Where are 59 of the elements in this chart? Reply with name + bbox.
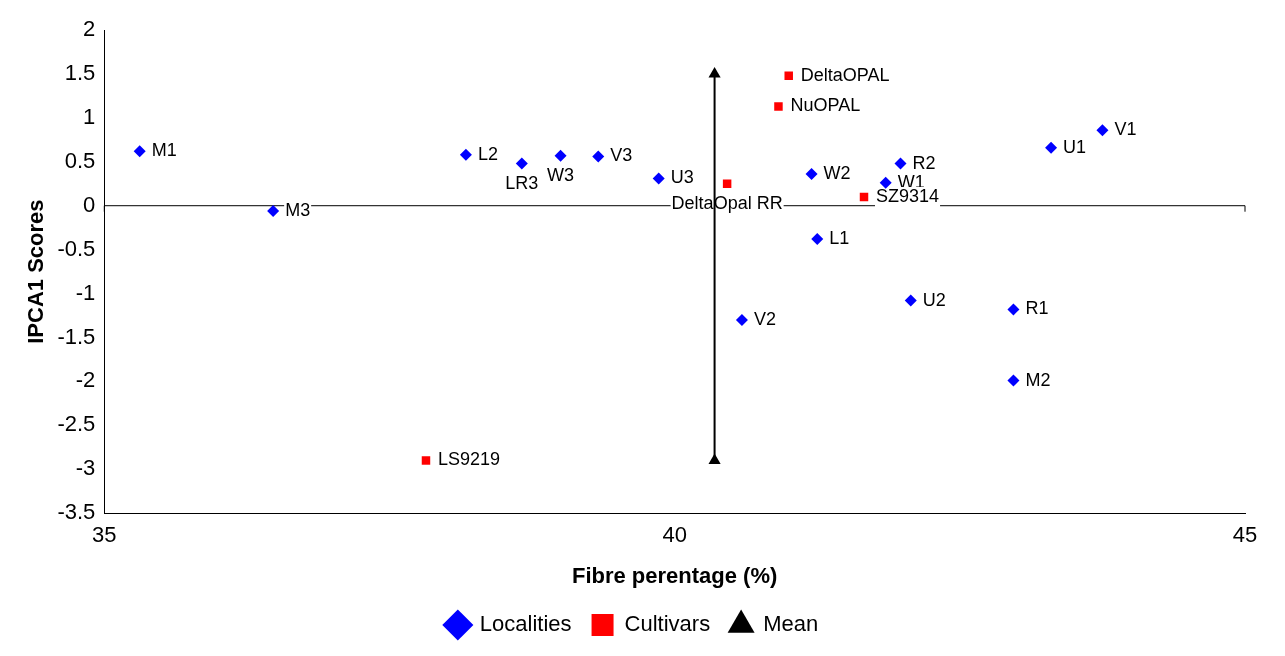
annotation: L1 [829,228,850,249]
annotation: M1 [151,140,177,161]
x-tick-label: 45 [1232,522,1258,548]
annotation: LR3 [505,172,539,193]
x-axis-title: Fibre perentage (%) [571,562,778,588]
annotation: NuOPAL [790,95,861,116]
y-tick-label: 1 [83,103,96,129]
point [735,313,748,326]
y-tick-label: 0.5 [64,147,96,173]
point [592,150,605,163]
y-tick-label: -1.5 [57,323,96,349]
point [133,145,146,158]
point [784,71,793,80]
point [1045,141,1058,154]
point [904,294,917,307]
point [267,204,280,217]
annotation: DeltaOPAL [800,64,890,85]
point [554,149,567,162]
y-tick-label: 2 [83,16,96,42]
point [894,157,907,170]
y-tick-label: -2.5 [57,411,96,437]
y-tick-label: -2 [75,367,96,393]
y-tick-label: 1.5 [64,59,96,85]
annotation: M2 [1025,369,1051,390]
annotation: V3 [610,145,633,166]
y-tick-label: -3 [75,455,96,481]
annotation: W2 [823,163,851,184]
point [652,172,665,185]
annotation: V2 [753,308,776,329]
annotation: R1 [1025,298,1049,319]
point [421,456,431,465]
y-axis-title: IPCA1 Scores [23,199,49,344]
legend-label: Mean [763,611,819,637]
annotation: W3 [547,164,575,185]
point [1007,374,1020,387]
annotation: M3 [285,199,311,220]
x-tick-label: 35 [92,522,117,548]
point [774,102,783,111]
y-tick-label: -0.5 [57,235,96,261]
point [879,176,892,189]
y-tick-label: -3.5 [57,499,96,525]
annotation: LS9219 [437,449,501,470]
annotation: L2 [477,143,498,164]
legend-label: Cultivars [624,611,711,637]
point [811,233,824,246]
point [459,148,472,161]
y-tick-label: -1 [75,279,96,305]
point [515,157,528,170]
point [1007,303,1020,316]
point [1096,124,1109,137]
annotation: V1 [1114,119,1137,140]
annotation: U1 [1063,136,1087,157]
x-tick-label: 40 [662,522,687,548]
annotation: U2 [922,289,946,310]
y-tick-label: 0 [83,191,96,217]
annotation: R2 [912,152,936,173]
legend-label: Localities [479,611,572,637]
annotation: U3 [670,167,694,188]
point [805,168,818,181]
